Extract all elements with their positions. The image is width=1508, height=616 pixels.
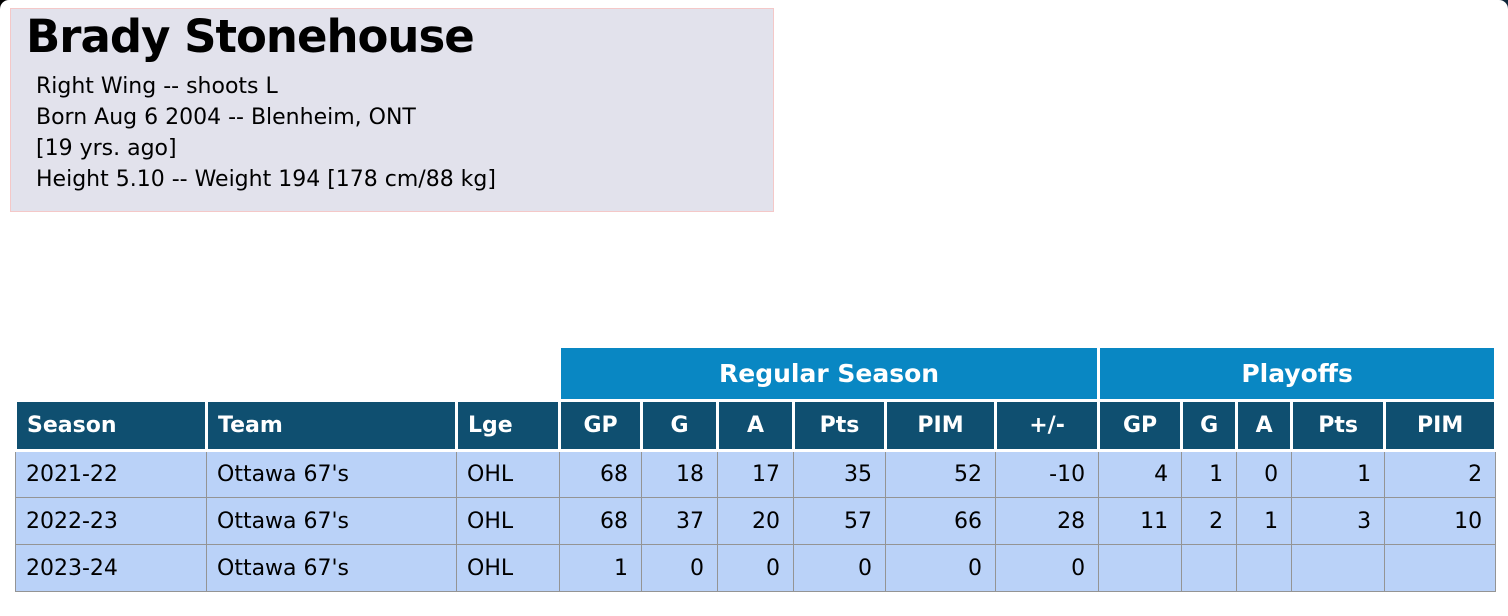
cell-lge: OHL xyxy=(455,450,561,498)
column-header-g: G xyxy=(1180,399,1239,452)
column-header-pim: PIM xyxy=(884,399,998,452)
cell-gp xyxy=(1098,544,1183,592)
column-header-: +/- xyxy=(994,399,1101,452)
column-header-row: Season Team Lge GP G A Pts PIM +/- GP G A Pts PIM xyxy=(14,399,1498,452)
cell-g: 37 xyxy=(641,497,719,545)
cell-pts: 35 xyxy=(793,450,887,498)
column-header-gp: GP xyxy=(1097,399,1184,452)
season-row: 2022-23 Ottawa 67's OHL 68 37 20 57 66 28 11 2 1 3 10 xyxy=(15,497,1497,545)
cell-pts xyxy=(1291,544,1386,592)
cell-pim xyxy=(1384,544,1497,592)
column-header-a: A xyxy=(716,399,796,452)
career-stats-table: Regular Season Playoffs Season Team Lge GP G A… xyxy=(14,345,1498,592)
column-header-a: A xyxy=(1235,399,1294,452)
player-position-line: Right Wing -- shoots L xyxy=(36,73,278,99)
cell-lge: OHL xyxy=(455,497,561,545)
screen-corner-artifact xyxy=(1499,0,1508,9)
cell-gp: 4 xyxy=(1098,450,1183,498)
column-header-lge: Lge xyxy=(454,399,562,452)
player-size-line: Height 5.10 -- Weight 194 [178 cm/88 kg] xyxy=(36,166,496,192)
cell-gp: 68 xyxy=(559,497,643,545)
cell-team: Ottawa 67's xyxy=(206,450,457,498)
screen-corner-artifact xyxy=(0,0,9,9)
cell-season: 2023-24 xyxy=(15,544,207,592)
cell-g: 1 xyxy=(1181,450,1238,498)
cell-pts: 3 xyxy=(1291,497,1386,545)
cell-season: 2021-22 xyxy=(15,450,207,498)
cell-lge: OHL xyxy=(455,544,561,592)
cell-a xyxy=(1236,544,1293,592)
season-row: 2021-22 Ottawa 67's OHL 68 18 17 35 52 -10 4 1 0 1 2 xyxy=(15,450,1497,498)
player-age-line: [19 yrs. ago] xyxy=(36,135,177,161)
cell-gp: 68 xyxy=(559,450,643,498)
cell-pim: 0 xyxy=(885,544,997,592)
column-header-pim: PIM xyxy=(1383,399,1498,452)
column-header-pts: Pts xyxy=(792,399,888,452)
cell-pim: 2 xyxy=(1384,450,1497,498)
cell-season: 2022-23 xyxy=(15,497,207,545)
cell-g: 18 xyxy=(641,450,719,498)
group-header-regular-season: Regular Season xyxy=(558,345,1101,402)
cell-g: 0 xyxy=(641,544,719,592)
player-info-box: Brady Stonehouse Right Wing -- shoots L … xyxy=(10,8,774,212)
column-header-team: Team xyxy=(205,399,458,452)
cell-pts: 0 xyxy=(793,544,887,592)
group-header-spacer xyxy=(16,347,560,401)
season-row: 2023-24 Ottawa 67's OHL 1 0 0 0 0 0 xyxy=(15,544,1497,592)
column-header-season: Season xyxy=(14,399,208,452)
cell-team: Ottawa 67's xyxy=(206,497,457,545)
group-header-playoffs: Playoffs xyxy=(1097,345,1498,402)
cell-a: 0 xyxy=(1236,450,1293,498)
cell-pts: 1 xyxy=(1291,450,1386,498)
cell-: 0 xyxy=(995,544,1100,592)
cell-a: 1 xyxy=(1236,497,1293,545)
cell-a: 0 xyxy=(717,544,795,592)
cell-: 28 xyxy=(995,497,1100,545)
column-header-gp: GP xyxy=(558,399,644,452)
column-header-pts: Pts xyxy=(1290,399,1387,452)
cell-a: 17 xyxy=(717,450,795,498)
cell-gp: 1 xyxy=(559,544,643,592)
column-header-g: G xyxy=(640,399,720,452)
cell-a: 20 xyxy=(717,497,795,545)
cell-gp: 11 xyxy=(1098,497,1183,545)
cell-g xyxy=(1181,544,1238,592)
player-born-line: Born Aug 6 2004 -- Blenheim, ONT xyxy=(36,104,416,130)
group-header-row: Regular Season Playoffs xyxy=(16,345,1498,402)
cell-pim: 66 xyxy=(885,497,997,545)
cell-g: 2 xyxy=(1181,497,1238,545)
cell-pts: 57 xyxy=(793,497,887,545)
cell-: -10 xyxy=(995,450,1100,498)
cell-team: Ottawa 67's xyxy=(206,544,457,592)
player-name-heading: Brady Stonehouse xyxy=(26,10,475,63)
cell-pim: 52 xyxy=(885,450,997,498)
cell-pim: 10 xyxy=(1384,497,1497,545)
